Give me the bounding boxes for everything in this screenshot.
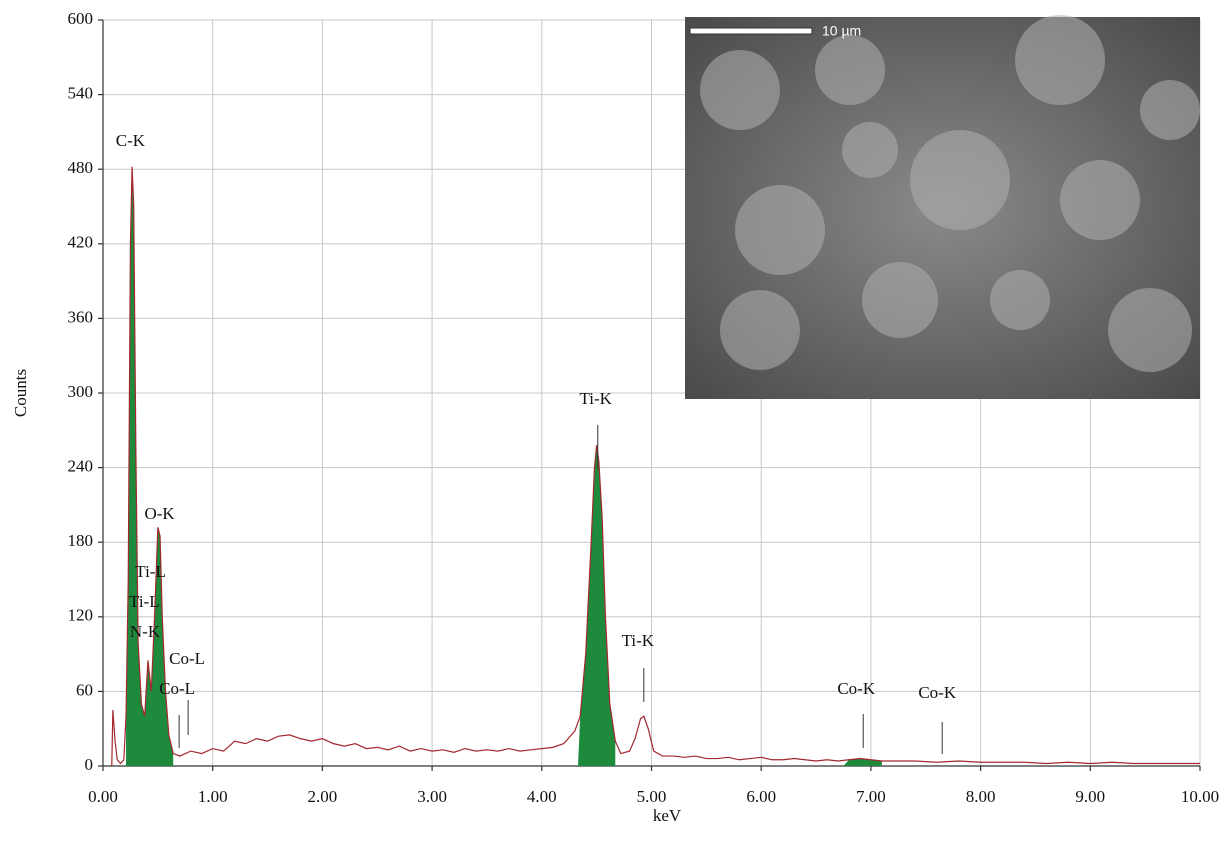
peak-label: O-K <box>144 504 175 523</box>
peak-label: C-K <box>116 131 146 150</box>
x-tick-label: 10.00 <box>1181 787 1219 806</box>
x-tick-label: 6.00 <box>746 787 776 806</box>
y-tick-label: 360 <box>68 307 94 326</box>
x-tick-label: 8.00 <box>966 787 996 806</box>
peak-label: Co-K <box>918 683 957 702</box>
x-tick-label: 3.00 <box>417 787 447 806</box>
peak-label: N-K <box>130 622 161 641</box>
y-tick-label: 0 <box>85 755 94 774</box>
y-tick-label: 600 <box>68 9 94 28</box>
y-tick-label: 120 <box>68 606 94 625</box>
y-tick-label: 300 <box>68 382 94 401</box>
x-tick-label: 1.00 <box>198 787 228 806</box>
sem-texture <box>700 15 1200 372</box>
peak-fill <box>126 166 174 767</box>
peak-fill <box>578 445 616 766</box>
y-tick-label: 480 <box>68 158 94 177</box>
y-tick-label: 60 <box>76 680 93 699</box>
x-tick-label: 9.00 <box>1075 787 1105 806</box>
sem-inset: 10 µm <box>685 15 1200 399</box>
x-tick-label: 5.00 <box>637 787 667 806</box>
peak-label: Ti-K <box>580 389 613 408</box>
x-axis-title: keV <box>653 806 682 825</box>
peak-label: Co-L <box>169 649 205 668</box>
peak-label: Ti-L <box>129 592 160 611</box>
y-tick-label: 240 <box>68 457 94 476</box>
peak-label: Co-K <box>837 679 876 698</box>
y-tick-label: 180 <box>68 531 94 550</box>
spectrum-line <box>111 166 1200 767</box>
peak-label: Ti-L <box>135 562 166 581</box>
y-tick-label: 420 <box>68 233 94 252</box>
peak-label: Ti-K <box>622 631 655 650</box>
scale-bar <box>689 27 813 35</box>
x-tick-label: 7.00 <box>856 787 886 806</box>
peak-label: Co-L <box>159 679 195 698</box>
scale-bar-label: 10 µm <box>822 23 861 39</box>
x-tick-label: 2.00 <box>308 787 338 806</box>
y-axis-title: Counts <box>11 369 30 417</box>
x-tick-label: 4.00 <box>527 787 557 806</box>
x-tick-label: 0.00 <box>88 787 118 806</box>
y-tick-label: 540 <box>68 84 94 103</box>
